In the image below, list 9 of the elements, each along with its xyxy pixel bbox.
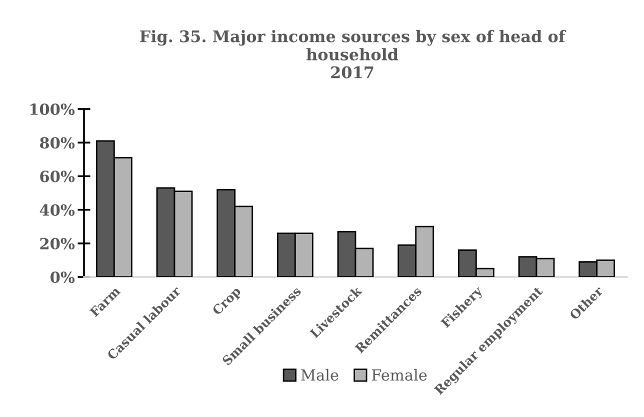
y-tick-label: 100% [30, 103, 75, 116]
y-tick-label: 60% [40, 170, 75, 182]
y-tick-label: 80% [40, 137, 75, 149]
y-tick-label: 20% [40, 238, 75, 250]
y-tick-label: 40% [40, 204, 75, 216]
legend-label: Female [372, 368, 427, 381]
chart-title: Fig. 35. Major income sources by sex of head of household 2017 [140, 30, 566, 78]
y-tick-label: 0% [50, 271, 75, 284]
legend-label: Male [301, 368, 338, 381]
